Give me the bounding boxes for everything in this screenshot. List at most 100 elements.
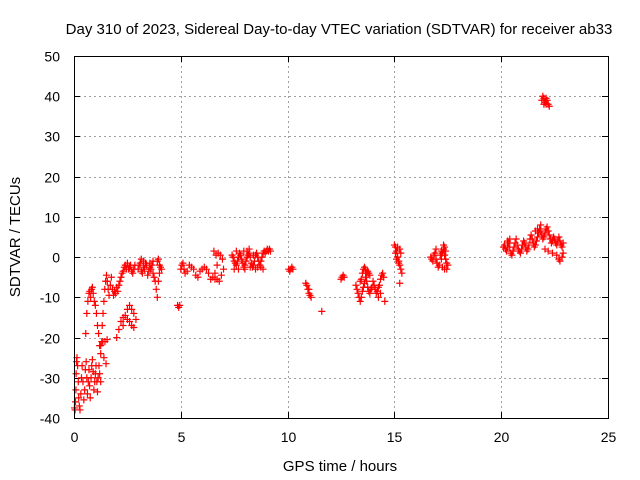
data-point [303, 281, 311, 289]
data-point [80, 396, 88, 404]
plot-frame [74, 56, 609, 419]
data-point [233, 257, 241, 265]
data-point [366, 289, 374, 297]
data-point [432, 245, 440, 253]
data-point [190, 265, 198, 273]
data-point [202, 265, 210, 273]
x-tick-label: 15 [387, 429, 403, 445]
data-point [437, 255, 445, 263]
x-tick-label: 10 [281, 429, 297, 445]
data-point [183, 267, 191, 275]
y-tick-label: -20 [40, 331, 60, 347]
data-point [257, 257, 265, 265]
data-point [559, 249, 567, 257]
data-point [215, 277, 223, 285]
tick-labels: 0 5 10 15 20 25 -40 -30 -20 -10 0 10 20 30 40 50 [40, 49, 617, 446]
data-point [363, 277, 371, 285]
x-tick-label: 5 [178, 429, 186, 445]
data-point [83, 309, 91, 317]
data-point [548, 249, 556, 257]
data-point [375, 281, 383, 289]
data-point [517, 245, 525, 253]
data-point [130, 324, 138, 331]
data-point [356, 297, 364, 305]
data-point [210, 247, 218, 255]
data-point [545, 231, 553, 239]
data-point [75, 402, 83, 410]
data-point [87, 374, 95, 382]
y-tick-label: -10 [40, 290, 60, 306]
data-point [146, 259, 154, 267]
data-point [144, 271, 152, 279]
data-point [544, 227, 552, 235]
data-point [88, 356, 96, 364]
data-point [558, 253, 566, 261]
data-point [117, 317, 125, 325]
data-point [545, 102, 553, 110]
y-tick-label: 30 [44, 129, 60, 145]
data-point [395, 259, 403, 267]
data-point [72, 386, 80, 394]
data-point [521, 239, 529, 247]
data-point [559, 239, 567, 247]
data-point [249, 251, 257, 259]
data-point [126, 301, 134, 309]
data-point [115, 326, 123, 334]
data-point [81, 386, 89, 394]
data-point [150, 273, 158, 281]
data-point [97, 378, 105, 386]
data-point [91, 301, 99, 309]
data-point [289, 265, 297, 273]
data-point [72, 370, 80, 378]
grid [74, 56, 608, 418]
data-point [103, 336, 111, 344]
data-point [356, 277, 364, 285]
data-point [352, 281, 360, 289]
data-point [137, 255, 145, 263]
data-point [397, 249, 405, 257]
data-point [176, 301, 184, 309]
data-point [217, 271, 225, 279]
data-point [237, 251, 245, 259]
data-point [305, 285, 313, 293]
data-point [78, 362, 86, 370]
data-point [442, 247, 450, 255]
data-point [106, 281, 114, 289]
data-point [100, 354, 108, 362]
x-tick-label: 20 [494, 429, 510, 445]
x-axis-label: GPS time / hours [283, 458, 397, 475]
data-point [82, 358, 90, 366]
data-point [532, 237, 540, 245]
x-tick-label: 0 [71, 429, 79, 445]
data-point [154, 255, 162, 263]
data-point [258, 253, 266, 261]
data-point [381, 297, 389, 305]
data-point [393, 255, 401, 263]
data-point [94, 374, 102, 382]
data-point [357, 293, 365, 301]
data-point [154, 277, 162, 285]
data-point [152, 285, 160, 293]
data-point [358, 287, 366, 295]
data-point [117, 273, 125, 281]
data-point [542, 94, 550, 102]
data-point [318, 307, 326, 315]
data-point [87, 293, 95, 301]
data-point [512, 235, 520, 243]
data-point [540, 233, 548, 241]
data-point [97, 350, 105, 358]
data-point [508, 251, 516, 259]
data-point [89, 289, 97, 297]
data-point [307, 293, 315, 301]
data-point [540, 100, 548, 108]
data-point [149, 269, 157, 277]
data-point [83, 390, 91, 398]
data-point [130, 309, 138, 317]
data-point [95, 362, 103, 370]
data-point [509, 247, 517, 255]
data-point [121, 311, 129, 319]
data-point [90, 386, 98, 394]
data-point [396, 279, 404, 287]
data-point [132, 315, 140, 323]
data-point [366, 271, 374, 279]
